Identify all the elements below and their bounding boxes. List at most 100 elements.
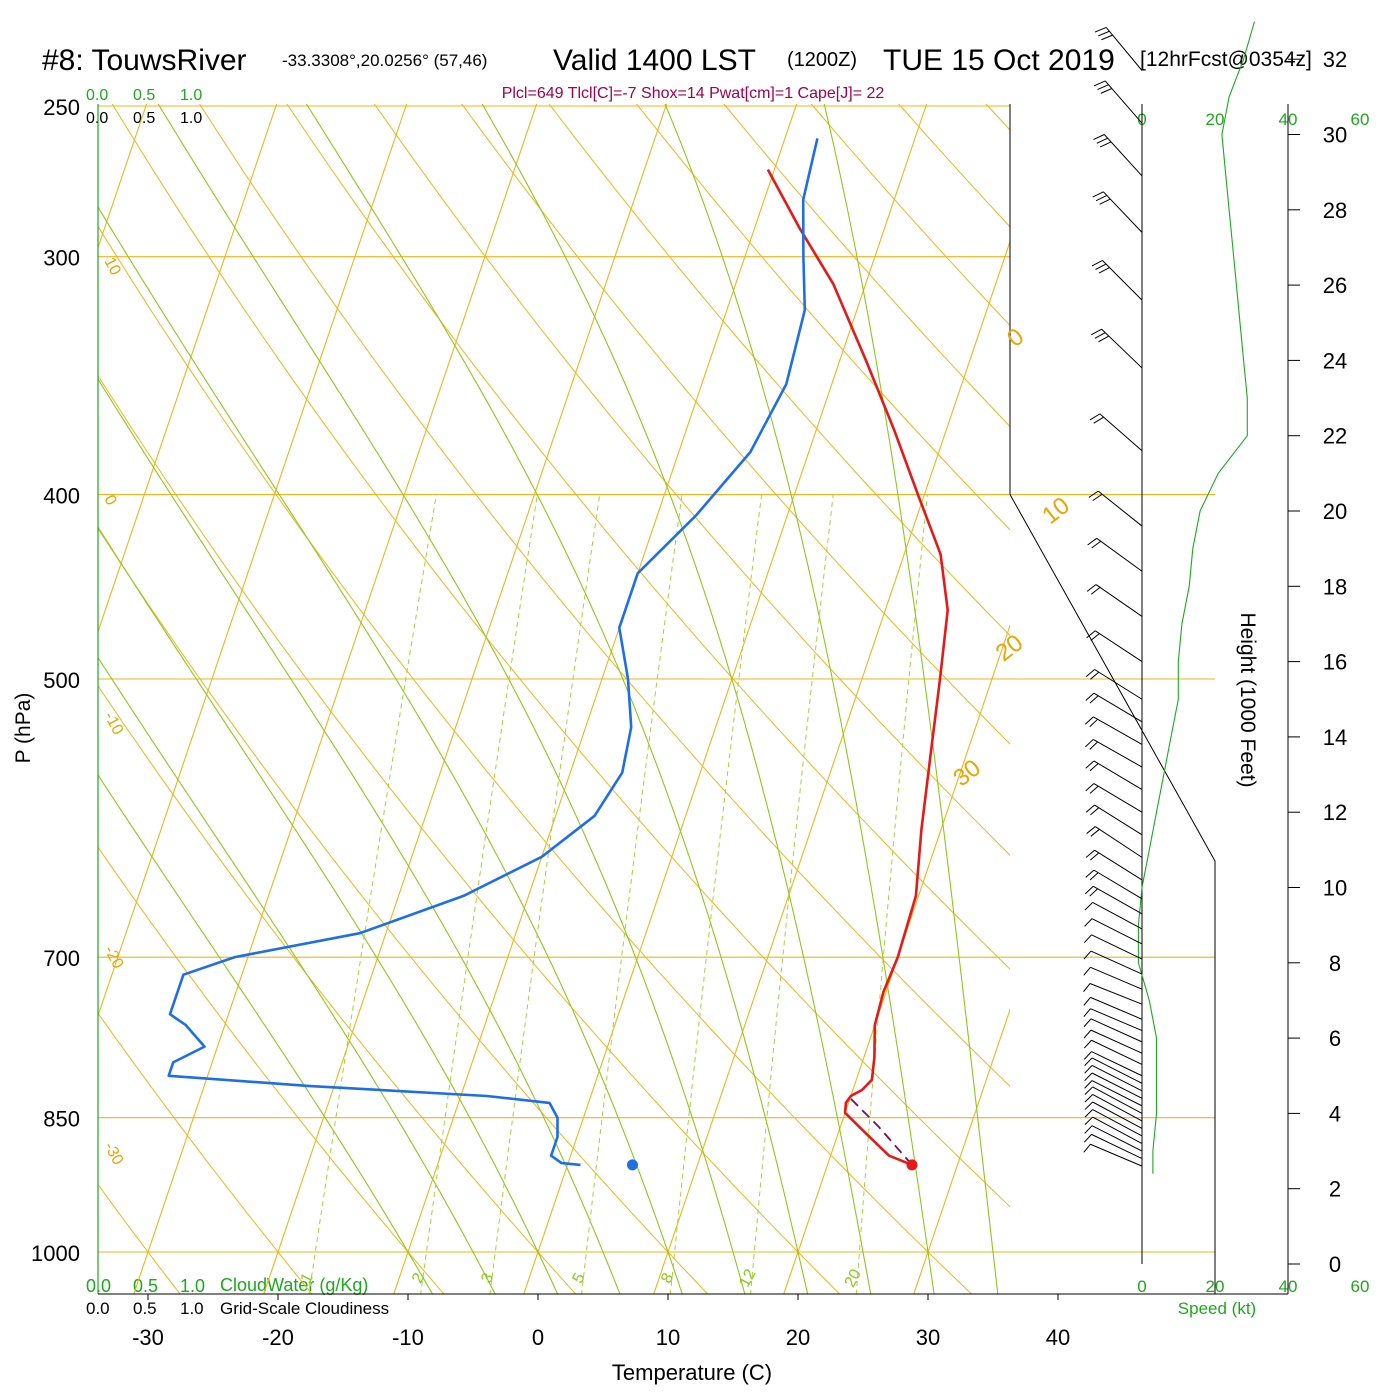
wind-barb-flag <box>1089 888 1098 897</box>
wind-barb-31 <box>1085 739 1143 768</box>
wind-barb-shaft <box>1091 1072 1143 1099</box>
wind-barb-shaft <box>1102 260 1143 301</box>
wind-barb-shaft <box>1092 1094 1143 1122</box>
forecast-date: TUE 15 Oct 2019 <box>883 44 1115 77</box>
pressure-label-400: 400 <box>43 484 80 509</box>
wind-barb-40 <box>1091 328 1143 369</box>
isotherm-label-2: -10 <box>100 709 126 737</box>
wind-barb-flag <box>1085 692 1095 701</box>
top-cloudwater-tick-2: 1.0 <box>180 87 202 104</box>
cloudiness-label: Grid-Scale Cloudiness <box>220 1299 389 1318</box>
pressure-label-500: 500 <box>43 668 80 693</box>
wind-barb-38 <box>1088 490 1143 527</box>
mixing-ratio-8 <box>669 494 763 1294</box>
wind-barb-flag <box>1089 741 1098 750</box>
dry-adiabat--30 <box>98 1183 181 1294</box>
mixing-ratio-5 <box>581 494 683 1294</box>
wind-barb-shaft <box>1091 1080 1143 1107</box>
isotherm--70 <box>0 37 39 1331</box>
wind-barb-shaft <box>1093 869 1143 900</box>
wind-barb-shaft <box>1094 669 1143 700</box>
wind-barb-shaft <box>1104 80 1143 124</box>
wind-barb-5 <box>1084 1101 1143 1129</box>
wind-barb-shaft <box>1094 826 1143 858</box>
wind-barb-flag <box>1095 263 1107 270</box>
isotherm-label-7: 20 <box>991 629 1029 667</box>
wind-barb-flag <box>1098 335 1110 343</box>
isotherm-label-0: 10 <box>100 255 123 279</box>
diagonal-border <box>1009 494 1216 1294</box>
wind-barb-shaft <box>1091 1039 1143 1065</box>
isotherm-label-4: -30 <box>100 1140 126 1168</box>
isobar-lines <box>98 105 1215 1253</box>
wind-barb-flag <box>1090 828 1100 837</box>
dry-adiabat-20 <box>98 374 841 1294</box>
wind-barb-20 <box>1083 950 1143 975</box>
dry-adiabat-110 <box>723 104 1010 428</box>
wind-barb-39 <box>1089 413 1143 452</box>
wind-barb-25 <box>1085 869 1143 900</box>
dry-adiabat-100 <box>635 104 1010 531</box>
height-label-8: 8 <box>1329 951 1341 976</box>
wind-barb-16 <box>1083 1008 1143 1032</box>
wind-barb-flag <box>1101 34 1113 41</box>
top-cloudwater-tick-1: 0.5 <box>133 87 155 104</box>
x-tick-label--20: -20 <box>262 1325 294 1350</box>
isotherm-20 <box>783 623 1010 1294</box>
mixing-ratio-label-6: 20 <box>842 1266 865 1290</box>
wind-barb-flag <box>1099 141 1112 148</box>
wind-barb-flag <box>1086 584 1097 592</box>
top-cloudiness-tick-1: 0.5 <box>133 110 155 127</box>
wind-barb-35 <box>1086 630 1143 663</box>
wind-barb-flag <box>1096 137 1108 144</box>
wind-barb-flag <box>1092 493 1103 502</box>
speed-label: Speed (kt) <box>1178 1299 1256 1318</box>
wind-barb-shaft <box>1091 1133 1143 1160</box>
wind-barb-flag <box>1085 885 1094 895</box>
wind-barb-shaft <box>1090 1008 1143 1032</box>
wind-barb-27 <box>1086 826 1143 858</box>
sounding-stats: Plcl=649 Tlcl[C]=-7 Shox=14 Pwat[cm]=1 C… <box>502 85 885 102</box>
wind-barb-shaft <box>1097 490 1143 527</box>
wind-barb-flag <box>1085 804 1095 813</box>
wind-barb-flag <box>1097 30 1110 37</box>
valid-time: Valid 1400 LST <box>553 44 756 77</box>
pressure-label-1000: 1000 <box>31 1241 80 1266</box>
dry-adiabat-30 <box>98 225 973 1294</box>
wind-barb-shaft <box>1091 1065 1143 1092</box>
height-label-12: 12 <box>1323 800 1347 825</box>
dry-adiabat-50 <box>199 104 1010 1087</box>
mixing-ratio-label-5: 12 <box>736 1266 759 1290</box>
wind-barb-flag <box>1084 1125 1093 1134</box>
wind-barb-shaft <box>1089 983 1143 1005</box>
x-tick-label--10: -10 <box>392 1325 424 1350</box>
wind-barb-flag <box>1083 1143 1091 1153</box>
isotherm-label-5: 0 <box>1002 323 1029 353</box>
wind-barb-shaft <box>1093 739 1143 768</box>
wind-barb-shaft <box>1094 849 1143 881</box>
isotherm-lines <box>0 37 1010 1331</box>
dry-adiabat--20 <box>98 1012 313 1294</box>
top-cloudiness-tick-0: 0.0 <box>86 110 108 127</box>
moist-adiabat--5 <box>98 656 496 1294</box>
wind-barb-flag <box>1084 1072 1093 1082</box>
wind-barb-flag <box>1089 763 1099 772</box>
wind-barb-shaft <box>1094 804 1143 836</box>
wind-barb-19 <box>1083 966 1143 990</box>
wind-barb-flag <box>1089 718 1098 728</box>
surface-dewpoint-dot <box>626 1159 638 1171</box>
top-cloudiness-scale: 0.0 0.5 1.0 <box>86 110 202 127</box>
wind-barb-flag <box>1085 760 1095 769</box>
wind-barb-6 <box>1084 1094 1143 1122</box>
wind-barb-7 <box>1084 1086 1143 1114</box>
wind-barb-flag <box>1084 1094 1093 1103</box>
height-label-16: 16 <box>1323 650 1347 675</box>
wind-barb-flag <box>1091 260 1103 267</box>
wind-barb-flag <box>1083 1008 1091 1018</box>
wind-barb-shaft <box>1092 902 1143 930</box>
wind-barb-flag <box>1098 267 1110 274</box>
wind-barb-flag <box>1089 872 1099 881</box>
wind-barb-26 <box>1085 849 1143 881</box>
height-label-4: 4 <box>1329 1101 1341 1126</box>
